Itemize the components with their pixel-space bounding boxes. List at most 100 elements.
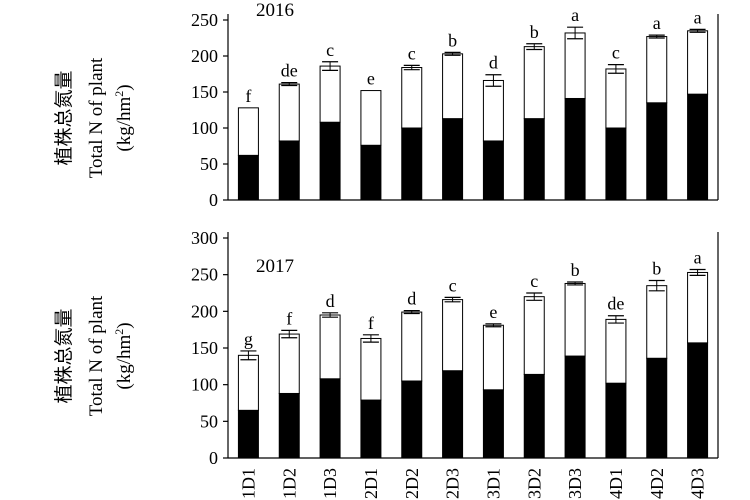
bar-segment-upper — [687, 271, 709, 344]
significance-letter: d — [407, 289, 416, 309]
y-tick-label: 50 — [200, 411, 218, 431]
x-tick-label: 4D3 — [688, 468, 708, 499]
bar-segment-lower — [564, 355, 586, 459]
y-tick-label: 100 — [191, 118, 218, 138]
bar-segment-upper — [278, 333, 300, 394]
bar-segment-upper — [319, 314, 341, 380]
bar-segment-upper — [646, 285, 668, 359]
bar-segment-upper — [442, 299, 464, 372]
significance-letter: de — [281, 61, 298, 81]
x-tick-label: 3D1 — [483, 468, 503, 499]
y-unit-exponent: 2 — [112, 91, 126, 97]
significance-letter: f — [245, 86, 251, 106]
panel-title: 2016 — [256, 0, 294, 21]
panel-title: 2017 — [256, 256, 294, 277]
bar-segment-upper — [401, 67, 423, 129]
bar-segment-lower — [360, 399, 382, 459]
significance-letter: f — [368, 313, 374, 333]
bar-segment-upper — [319, 65, 341, 123]
significance-letter: c — [449, 275, 457, 295]
x-tick-label: 2D1 — [361, 468, 381, 499]
significance-letter: b — [530, 22, 539, 42]
bar-segment-lower — [442, 118, 464, 201]
bar-segment-lower — [523, 118, 545, 201]
y-tick-label: 150 — [191, 338, 218, 358]
significance-letter: b — [652, 259, 661, 279]
bar-segment-upper — [564, 32, 586, 99]
bar-segment-lower — [687, 342, 709, 459]
y-tick-label: 300 — [191, 228, 218, 248]
significance-letter: a — [571, 5, 579, 25]
bar-segment-lower — [605, 127, 627, 201]
significance-letter: a — [694, 7, 702, 27]
bar-segment-lower — [319, 121, 341, 201]
bar-segment-lower — [360, 144, 382, 201]
bar-segment-upper — [401, 311, 423, 382]
significance-letter: c — [326, 40, 334, 60]
bar-segment-lower — [442, 370, 464, 459]
x-tick-label: 1D1 — [238, 468, 258, 499]
bar-segment-upper — [523, 46, 545, 120]
significance-letter: e — [489, 302, 497, 322]
bar-segment-lower — [646, 357, 668, 459]
x-tick-label: 3D2 — [524, 468, 544, 499]
bar-segment-lower — [605, 382, 627, 459]
x-tick-label: 4D2 — [647, 468, 667, 499]
y-tick-label: 250 — [191, 265, 218, 285]
y-unit-close: ) — [114, 322, 135, 328]
y-tick-label: 250 — [191, 10, 218, 30]
bar-segment-upper — [237, 107, 259, 156]
bar-segment-lower — [482, 140, 504, 201]
x-tick-label: 1D2 — [279, 468, 299, 499]
significance-letter: a — [694, 248, 702, 268]
x-tick-label: 4D1 — [606, 468, 626, 499]
y-axis-label-chinese: 植株总氮量 — [53, 70, 75, 165]
bar-segment-upper — [605, 68, 627, 129]
y-tick-label: 100 — [191, 375, 218, 395]
bar-segment-upper — [482, 79, 504, 142]
significance-letter: b — [571, 260, 580, 280]
y-unit-base: (kg/hm — [114, 97, 135, 152]
significance-letter: d — [489, 53, 498, 73]
significance-letter: c — [408, 43, 416, 63]
x-tick-label: 3D3 — [565, 468, 585, 499]
y-tick-label: 0 — [209, 448, 218, 468]
bar-segment-upper — [605, 318, 627, 384]
significance-letter: de — [607, 294, 624, 314]
bar-segment-upper — [646, 36, 668, 104]
bar-segment-upper — [278, 83, 300, 142]
significance-letter: a — [653, 13, 661, 33]
bar-segment-lower — [482, 389, 504, 459]
bar-segment-lower — [401, 380, 423, 459]
bar-segment-lower — [278, 392, 300, 459]
bar-segment-lower — [278, 140, 300, 201]
bar-segment-lower — [319, 378, 341, 459]
bar-segment-lower — [687, 93, 709, 201]
y-tick-label: 0 — [209, 190, 218, 210]
bar-segment-upper — [360, 90, 382, 146]
y-tick-label: 200 — [191, 301, 218, 321]
y-axis-label: Total N of plant — [86, 295, 107, 416]
significance-letter: b — [448, 30, 457, 50]
x-tick-label: 1D3 — [320, 468, 340, 499]
significance-letter: d — [326, 291, 335, 311]
y-tick-label: 150 — [191, 82, 218, 102]
x-tick-label: 2D2 — [402, 468, 422, 499]
significance-letter: f — [286, 308, 292, 328]
bar-segment-lower — [401, 127, 423, 201]
y-axis-unit: (kg/hm2) — [112, 322, 135, 389]
y-tick-label: 50 — [200, 154, 218, 174]
y-unit-close: ) — [114, 84, 135, 90]
significance-letter: c — [612, 43, 620, 63]
significance-letter: c — [530, 271, 538, 291]
y-axis-label: Total N of plant — [86, 57, 107, 178]
significance-letter: g — [244, 329, 253, 349]
bar-segment-upper — [482, 324, 504, 391]
x-tick-label: 2D3 — [443, 468, 463, 499]
bar-segment-lower — [237, 409, 259, 459]
y-unit-exponent: 2 — [112, 329, 126, 335]
significance-letter: e — [367, 69, 375, 89]
